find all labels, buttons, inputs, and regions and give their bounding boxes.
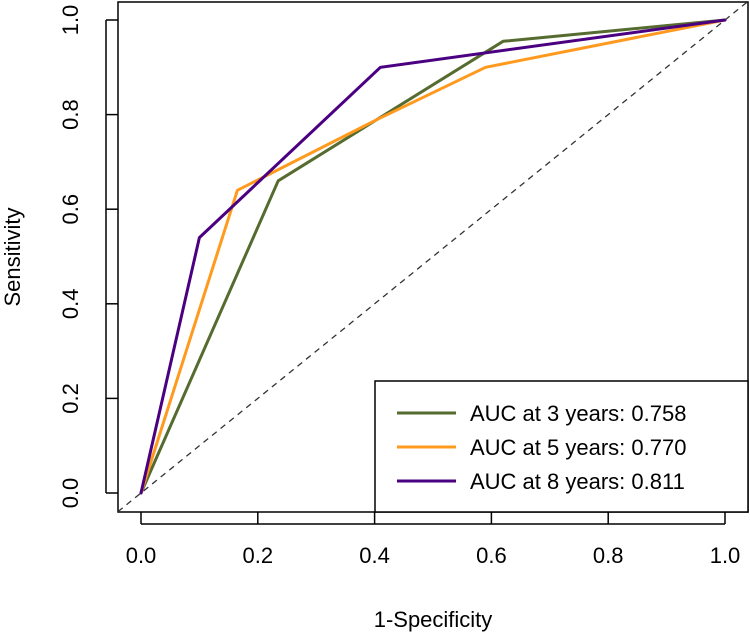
legend-label-3: AUC at 8 years: 0.811 xyxy=(470,469,685,494)
y-tick-label: 0.0 xyxy=(58,478,83,509)
x-tick-label: 1.0 xyxy=(710,543,741,568)
x-axis-title: 1-Specificity xyxy=(374,607,493,632)
x-tick-label: 0.4 xyxy=(359,543,390,568)
x-tick-label: 0.2 xyxy=(243,543,274,568)
y-axis-title: Sensitivity xyxy=(0,207,25,306)
series-line-2 xyxy=(139,18,727,495)
y-tick-label: 0.2 xyxy=(58,383,83,414)
legend-label-2: AUC at 5 years: 0.770 xyxy=(470,435,686,460)
y-tick-label: 1.0 xyxy=(58,5,83,36)
x-tick-label: 0.0 xyxy=(126,543,157,568)
y-tick-label: 0.8 xyxy=(58,99,83,130)
reference-diagonal-line xyxy=(117,1,748,513)
series-line-3 xyxy=(139,18,727,495)
legend-label-1: AUC at 3 years: 0.758 xyxy=(470,401,686,426)
series-line-1 xyxy=(139,18,727,495)
y-tick-label: 0.6 xyxy=(58,194,83,225)
x-tick-label: 0.8 xyxy=(593,543,624,568)
y-tick-label: 0.4 xyxy=(58,289,83,320)
x-tick-label: 0.6 xyxy=(476,543,507,568)
